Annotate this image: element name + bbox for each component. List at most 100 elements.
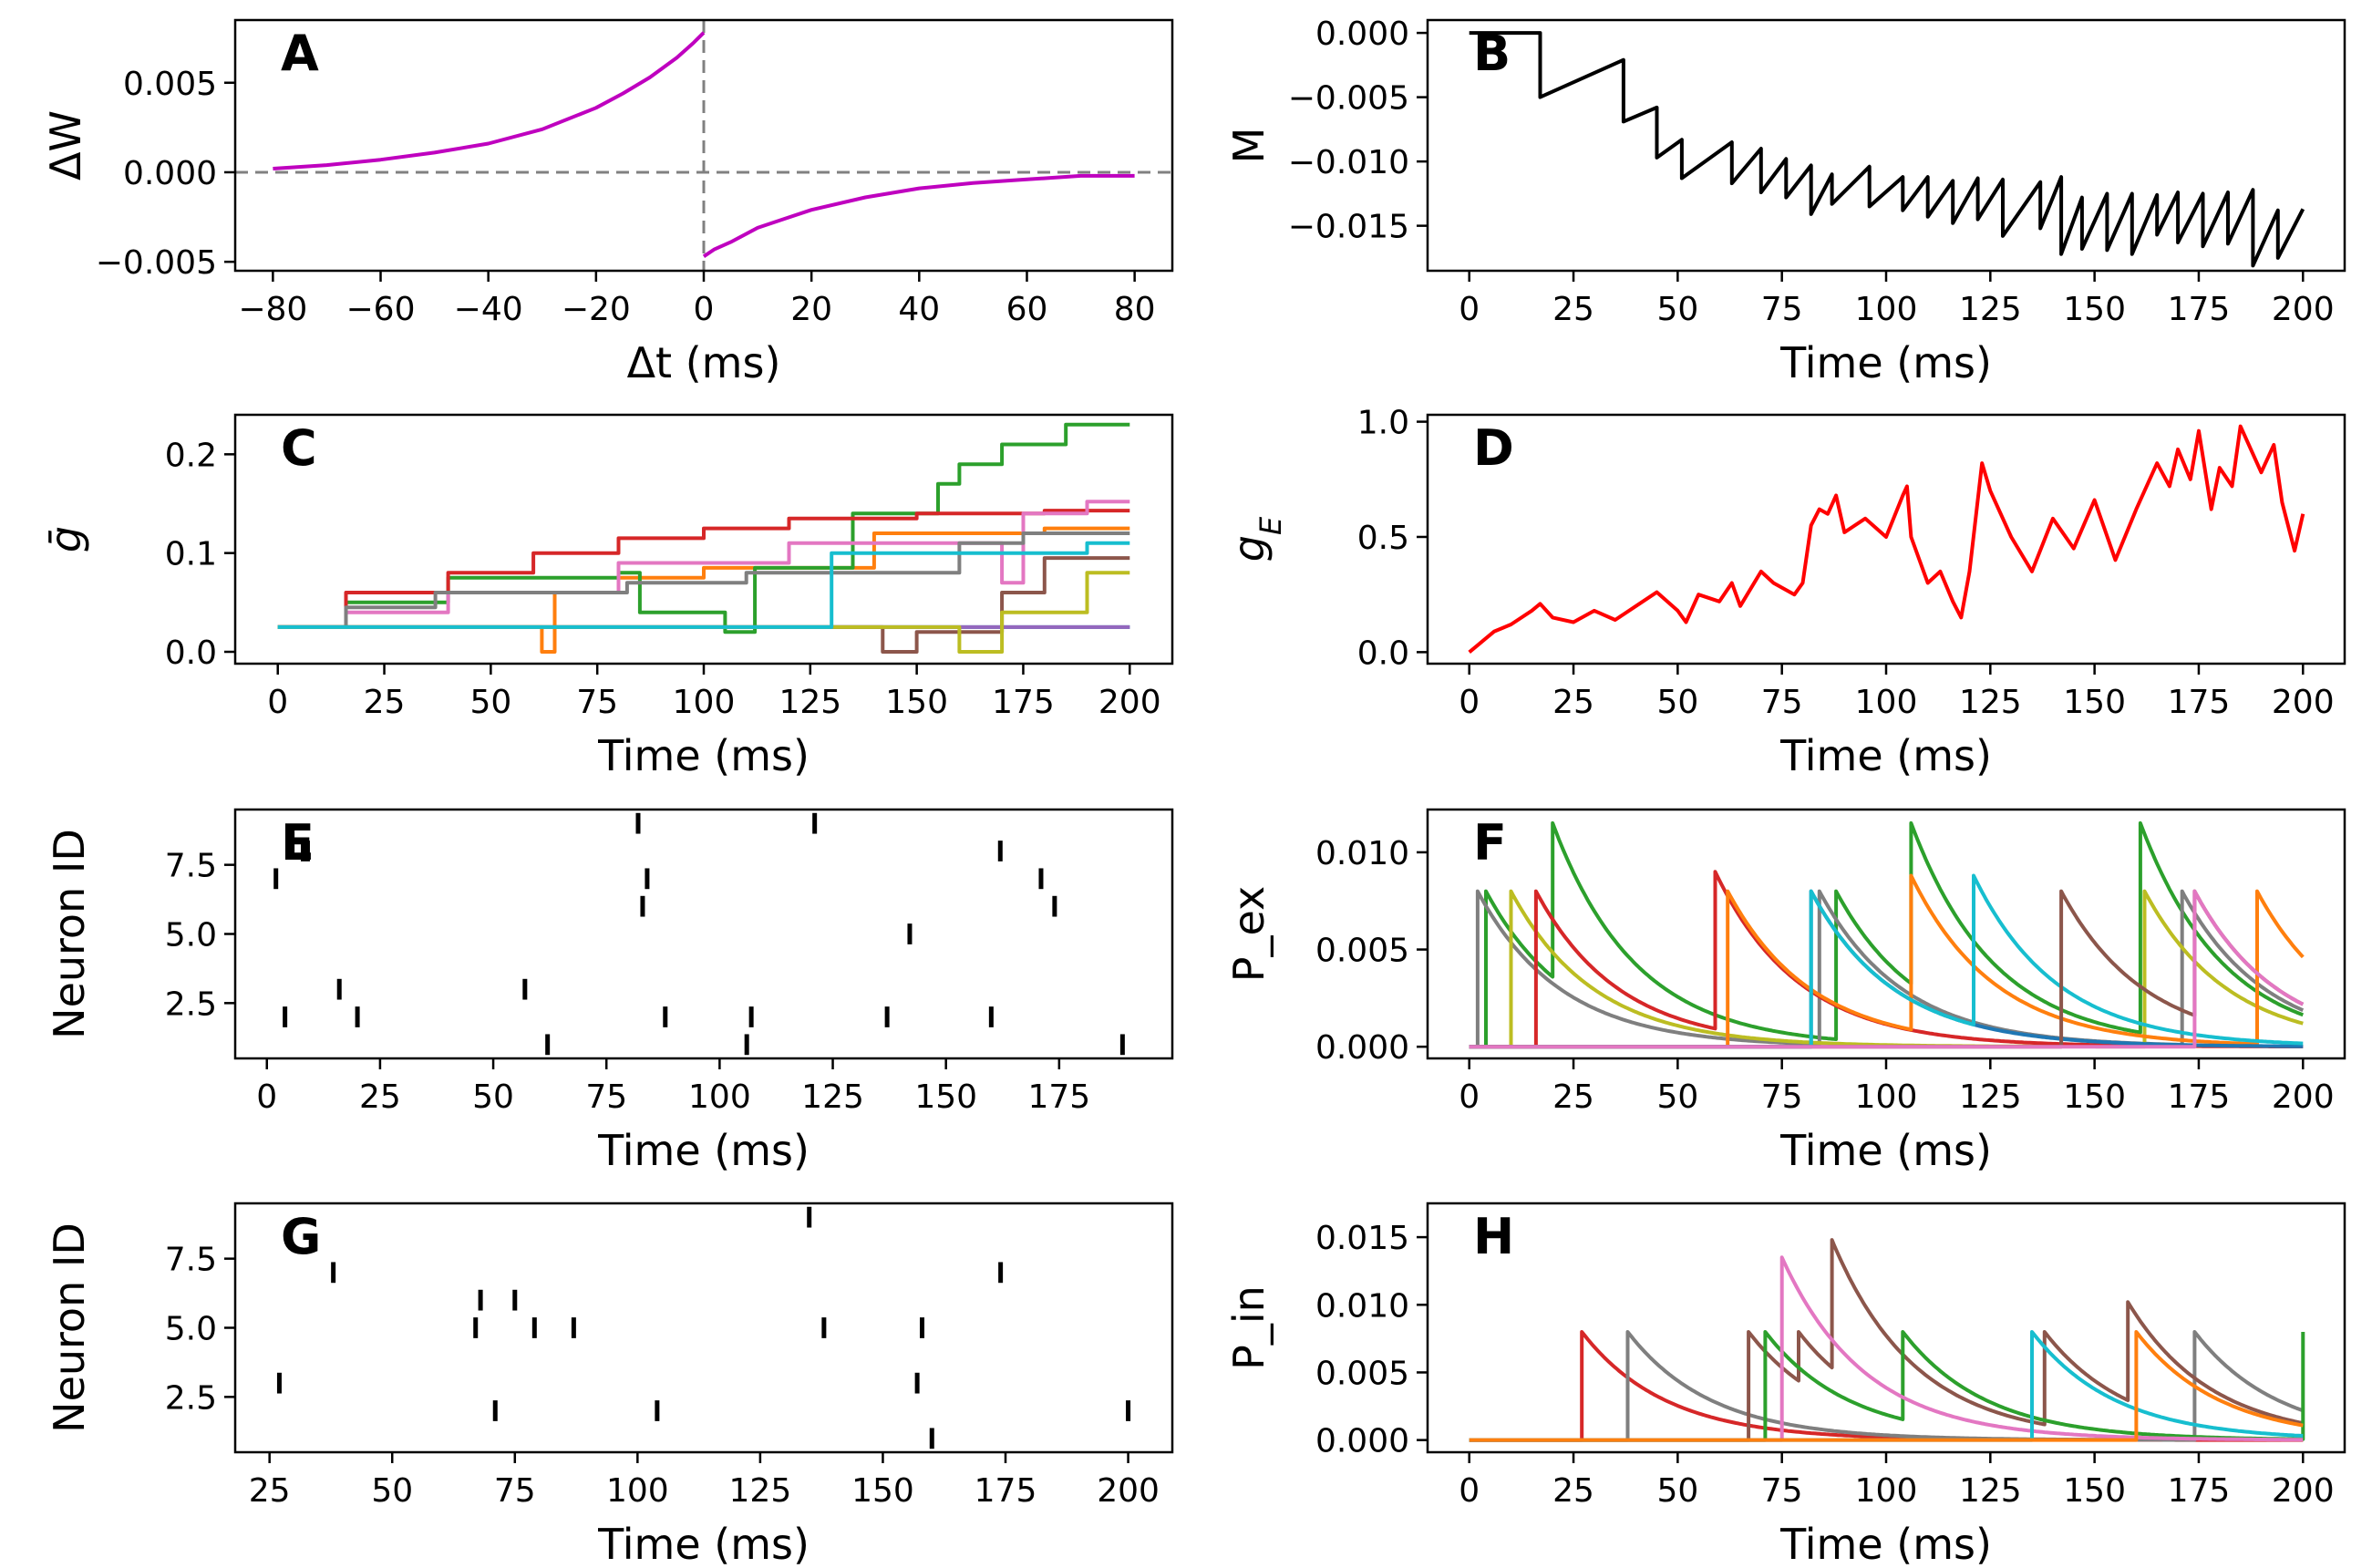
panel-f: 0 25 50 75 100 125 150 175 200 0.000 0.005 0.010 Tim… bbox=[1224, 808, 2346, 1175]
x-tick-label: 50 bbox=[371, 1472, 413, 1510]
y-tick-label: 2.5 bbox=[165, 985, 217, 1023]
series-line-c-7 bbox=[277, 531, 1130, 629]
x-tick-label: 60 bbox=[1006, 291, 1048, 328]
x-tick-label: 75 bbox=[1761, 1078, 1803, 1116]
panel-label: B bbox=[1473, 25, 1511, 82]
panel-a: −80 −60 −40 −20 0 20 40 60 80 −0.005 0.000 0.005 Δt … bbox=[41, 18, 1174, 387]
panel-label: H bbox=[1473, 1208, 1514, 1265]
x-tick-label: 0 bbox=[1459, 1472, 1480, 1510]
x-tick-label: 150 bbox=[2063, 1472, 2126, 1510]
plot-area-g bbox=[276, 1206, 1131, 1449]
y-axis-label: P_in bbox=[1224, 1285, 1274, 1370]
x-tick-label: 200 bbox=[2272, 291, 2335, 328]
x-axis-label: Time (ms) bbox=[1779, 1126, 1992, 1175]
y-tick-label: 0.005 bbox=[1315, 933, 1409, 970]
series-line-c-6 bbox=[277, 500, 1130, 629]
x-tick-label: 125 bbox=[729, 1472, 792, 1510]
x-tick-label: 125 bbox=[1959, 1078, 2022, 1116]
axes-frame bbox=[1426, 413, 2346, 665]
x-tick-label: 0 bbox=[267, 684, 288, 721]
x-tick-label: 175 bbox=[2168, 1472, 2231, 1510]
axes-frame bbox=[233, 808, 1174, 1060]
x-tick-label: −40 bbox=[454, 291, 523, 328]
panel-label: E bbox=[281, 814, 315, 872]
x-tick-label: 175 bbox=[975, 1472, 1037, 1510]
x-tick-label: −60 bbox=[346, 291, 416, 328]
panel-b: 0 25 50 75 100 125 150 175 200 0.000 −0.005 −0.010 −… bbox=[1224, 15, 2346, 387]
y-tick-label: −0.005 bbox=[1288, 80, 1409, 118]
x-tick-label: 200 bbox=[2272, 1078, 2335, 1116]
trace-line-h-6 bbox=[1469, 1330, 2304, 1442]
y-tick-label: −0.005 bbox=[96, 244, 217, 282]
y-tick-label: 7.5 bbox=[165, 1242, 217, 1279]
y-tick-label: 0.000 bbox=[1315, 1423, 1409, 1460]
x-tick-label: 175 bbox=[2168, 684, 2231, 721]
y-tick-label: 0.0 bbox=[1357, 634, 1409, 672]
x-tick-label: 75 bbox=[494, 1472, 536, 1510]
series-line-a-1 bbox=[702, 173, 1135, 258]
panel-label: G bbox=[281, 1208, 321, 1265]
x-axis-label: Δt (ms) bbox=[627, 338, 781, 387]
y-tick-label: 0.010 bbox=[1315, 835, 1409, 872]
x-tick-label: 50 bbox=[1656, 291, 1698, 328]
x-axis-label: Time (ms) bbox=[1779, 731, 1992, 780]
x-axis-label: Time (ms) bbox=[1779, 338, 1992, 387]
x-tick-label: 25 bbox=[1552, 291, 1594, 328]
y-axis-label: Neuron ID bbox=[45, 829, 94, 1039]
y-tick-label: 0.005 bbox=[123, 66, 217, 103]
trace-line-f-8 bbox=[1469, 889, 2305, 1049]
y-tick-label: 0.2 bbox=[165, 437, 217, 474]
x-tick-label: 75 bbox=[585, 1078, 627, 1116]
x-tick-label: 100 bbox=[1855, 1472, 1918, 1510]
x-axis-label: Time (ms) bbox=[597, 1126, 810, 1175]
series-line-c-1 bbox=[277, 526, 1130, 654]
x-tick-label: 200 bbox=[2272, 684, 2335, 721]
y-tick-label: 2.5 bbox=[165, 1379, 217, 1417]
x-tick-label: 100 bbox=[1855, 684, 1918, 721]
x-tick-label: 175 bbox=[2168, 1078, 2231, 1116]
x-tick-label: 25 bbox=[1552, 684, 1594, 721]
x-tick-label: 125 bbox=[1959, 684, 2022, 721]
x-tick-label: 20 bbox=[790, 291, 832, 328]
y-tick-label: 0.015 bbox=[1315, 1220, 1409, 1257]
series-line-b-0 bbox=[1469, 31, 2305, 268]
y-tick-label: 0.000 bbox=[1315, 15, 1409, 53]
x-tick-label: 0 bbox=[694, 291, 715, 328]
x-tick-label: 100 bbox=[1855, 1078, 1918, 1116]
plot-area-c bbox=[277, 422, 1130, 654]
panel-label: C bbox=[281, 419, 317, 477]
x-tick-label: 150 bbox=[2063, 684, 2126, 721]
x-tick-label: 25 bbox=[359, 1078, 401, 1116]
y-tick-label: 1.0 bbox=[1357, 405, 1409, 442]
plot-area-h bbox=[1469, 1238, 2305, 1442]
x-tick-label: −80 bbox=[238, 291, 307, 328]
y-tick-label: −0.015 bbox=[1288, 209, 1409, 246]
y-tick-label: 0.0 bbox=[165, 634, 217, 672]
y-axis-label: ΔW bbox=[41, 110, 90, 181]
x-axis-label: Time (ms) bbox=[1779, 1520, 1992, 1568]
y-tick-label: −0.010 bbox=[1288, 144, 1409, 181]
x-tick-label: 200 bbox=[1098, 684, 1161, 721]
x-tick-label: 75 bbox=[576, 684, 618, 721]
y-tick-label: 0.000 bbox=[1315, 1029, 1409, 1067]
x-tick-label: 0 bbox=[1459, 291, 1480, 328]
x-tick-label: 175 bbox=[1027, 1078, 1090, 1116]
panel-label: F bbox=[1473, 814, 1507, 872]
x-tick-label: 75 bbox=[1761, 291, 1803, 328]
panel-e: 0 25 50 75 100 125 150 175 2.5 5.0 7.5 Time (ms) Neu… bbox=[45, 808, 1174, 1175]
y-tick-label: 5.0 bbox=[165, 917, 217, 954]
x-tick-label: 150 bbox=[2063, 1078, 2126, 1116]
y-tick-label: 0.5 bbox=[1357, 520, 1409, 557]
x-tick-label: 125 bbox=[801, 1078, 864, 1116]
series-line-c-8 bbox=[277, 571, 1130, 654]
series-line-c-3 bbox=[277, 509, 1130, 629]
x-tick-label: 25 bbox=[1552, 1078, 1594, 1116]
panel-c: 0 25 50 75 100 125 150 175 200 0.0 0.1 0.2 Time (ms)… bbox=[41, 413, 1174, 780]
plot-area-f bbox=[1469, 820, 2305, 1049]
plot-area-a bbox=[235, 20, 1172, 271]
x-tick-label: 40 bbox=[898, 291, 940, 328]
y-axis-label: ḡ bbox=[41, 526, 90, 552]
x-tick-label: 0 bbox=[1459, 684, 1480, 721]
trace-line-f-0 bbox=[1469, 820, 2305, 1049]
